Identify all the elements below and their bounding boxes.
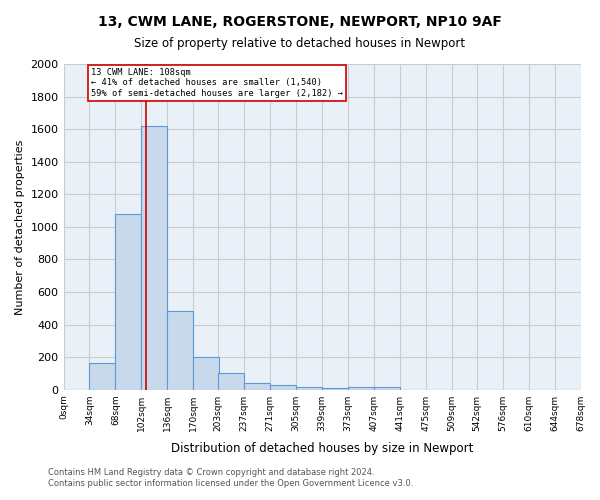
Bar (296, 387, 322, 390)
Bar (244, 383, 270, 390)
Bar (218, 374, 244, 390)
X-axis label: Distribution of detached houses by size in Newport: Distribution of detached houses by size … (171, 442, 473, 455)
Bar (348, 387, 374, 390)
Bar (374, 386, 400, 390)
Text: 13 CWM LANE: 108sqm
← 41% of detached houses are smaller (1,540)
59% of semi-det: 13 CWM LANE: 108sqm ← 41% of detached ho… (91, 68, 343, 98)
Text: Contains HM Land Registry data © Crown copyright and database right 2024.
Contai: Contains HM Land Registry data © Crown c… (48, 468, 413, 487)
Bar (115, 214, 142, 390)
Bar (167, 312, 193, 390)
Bar (89, 363, 115, 390)
Text: 13, CWM LANE, ROGERSTONE, NEWPORT, NP10 9AF: 13, CWM LANE, ROGERSTONE, NEWPORT, NP10 … (98, 15, 502, 29)
Bar (322, 388, 348, 390)
Text: Size of property relative to detached houses in Newport: Size of property relative to detached ho… (134, 38, 466, 51)
Bar (142, 126, 167, 390)
Y-axis label: Number of detached properties: Number of detached properties (15, 139, 25, 314)
Bar (193, 357, 219, 390)
Bar (270, 386, 296, 390)
